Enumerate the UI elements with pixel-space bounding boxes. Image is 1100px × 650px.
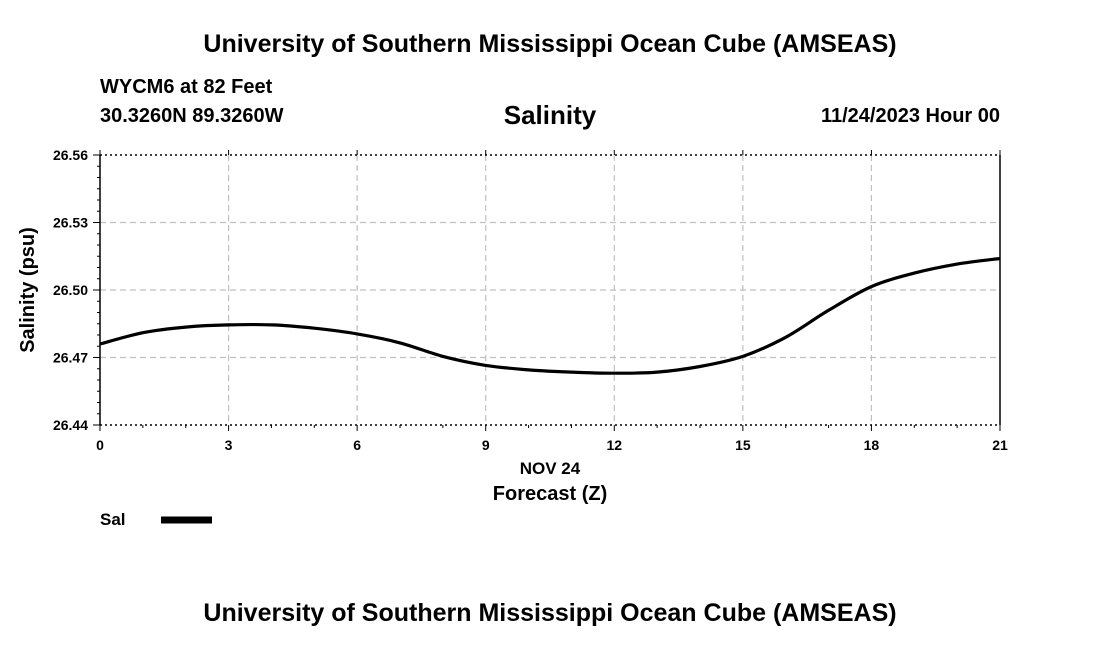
- y-tick-label: 26.50: [53, 282, 88, 298]
- legend-label: Sal: [100, 510, 126, 529]
- top-title: University of Southern Mississippi Ocean…: [203, 30, 897, 58]
- y-tick-label: 26.47: [53, 350, 88, 366]
- forecast-datetime: 11/24/2023 Hour 00: [820, 105, 1000, 127]
- x-tick-label: 21: [992, 437, 1008, 453]
- y-tick-label: 26.53: [53, 215, 88, 231]
- y-axis-label: Salinity (psu): [17, 227, 39, 353]
- coordinates-label: 30.3260N 89.3260W: [100, 105, 284, 127]
- x-tick-label: 15: [735, 437, 751, 453]
- chart-title: Salinity: [503, 100, 597, 130]
- x-tick-label: 9: [482, 437, 490, 453]
- x-tick-label: 3: [225, 437, 233, 453]
- x-tick-label: 18: [864, 437, 880, 453]
- y-tick-label: 26.44: [53, 417, 88, 433]
- y-tick-label: 26.56: [53, 147, 88, 163]
- station-label: WYCM6 at 82 Feet: [100, 76, 273, 98]
- bottom-title: University of Southern Mississippi Ocean…: [203, 599, 897, 627]
- x-tick-label: 12: [606, 437, 622, 453]
- x-tick-label: 6: [353, 437, 361, 453]
- x-axis-date-label: NOV 24: [520, 459, 581, 478]
- x-axis-label: Forecast (Z): [493, 483, 607, 505]
- x-tick-label: 0: [96, 437, 104, 453]
- salinity-series-line: [99, 256, 1001, 375]
